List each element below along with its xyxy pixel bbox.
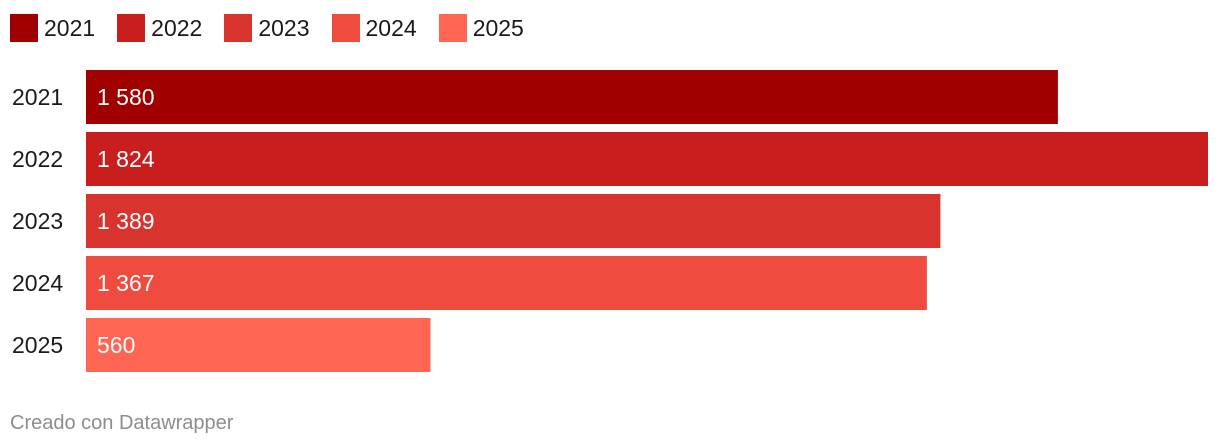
- category-label-2022: 2022: [12, 146, 63, 172]
- value-label-2022: 1 824: [97, 146, 155, 172]
- bar-chart: 2021 1 580 2022 1 824 2023 1 389 2024 1 367 2025…: [12, 70, 1208, 372]
- legend-item-2023: 2023: [224, 14, 310, 42]
- legend-item-2022: 2022: [117, 14, 202, 42]
- legend-swatch: [10, 14, 38, 42]
- value-label-2025: 560: [97, 332, 135, 358]
- legend-label: 2024: [365, 14, 417, 41]
- value-label-2024: 1 367: [97, 270, 155, 296]
- bar-2023: [86, 194, 941, 248]
- value-label-2021: 1 580: [97, 84, 155, 110]
- legend-swatch: [117, 14, 146, 42]
- bar-2021: [86, 70, 1058, 124]
- legend-label: 2022: [151, 14, 203, 41]
- bar-2025: [86, 318, 431, 372]
- legend-label: 2023: [258, 14, 310, 41]
- legend-swatch: [331, 14, 360, 42]
- category-label-2025: 2025: [12, 332, 63, 358]
- value-label-2023: 1 389: [97, 208, 155, 234]
- category-label-2021: 2021: [12, 84, 63, 110]
- legend: 2021 2022 2023 2024 2025: [10, 14, 546, 42]
- credit-text: Creado con Datawrapper: [10, 412, 234, 434]
- legend-label: 2025: [472, 14, 524, 41]
- legend-item-2024: 2024: [331, 14, 417, 42]
- bar-2022: [86, 132, 1208, 186]
- legend-item-2025: 2025: [438, 14, 524, 42]
- legend-item-2021: 2021: [10, 14, 95, 42]
- bar-2024: [86, 256, 927, 310]
- category-label-2024: 2024: [12, 270, 63, 296]
- legend-swatch: [438, 14, 467, 42]
- legend-swatch: [224, 14, 253, 42]
- category-label-2023: 2023: [12, 208, 63, 234]
- legend-label: 2021: [44, 14, 96, 41]
